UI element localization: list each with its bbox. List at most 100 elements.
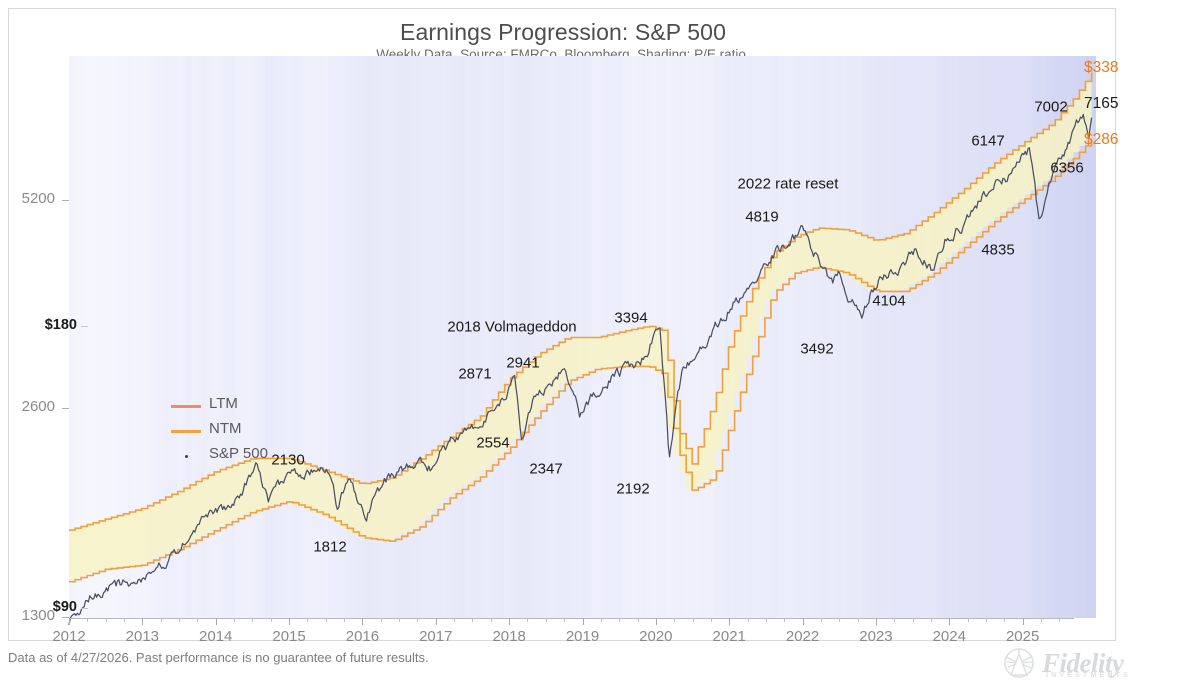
pe-shading-band (186, 56, 193, 618)
pe-shading-band (303, 56, 310, 618)
x-axis-year-label: 2020 (639, 628, 673, 645)
pe-shading-band (763, 56, 770, 618)
legend-item-ntm: NTM (169, 416, 268, 441)
pe-shading-band (998, 56, 1004, 618)
pe-shading-band (426, 56, 432, 618)
pe-shading-band (318, 56, 325, 618)
pe-shading-band (968, 56, 975, 618)
ntm-line-icon (169, 420, 203, 438)
pe-shading-band (1042, 56, 1048, 618)
pe-shading-band (308, 56, 315, 618)
pe-shading-band (1061, 56, 1068, 618)
pe-shading-band (460, 56, 466, 618)
y-axis-index-label: 5200 (21, 190, 55, 208)
x-axis-year-label: 2017 (419, 628, 453, 645)
pe-shading-band (391, 56, 398, 618)
x-axis-minor-tick (894, 618, 896, 622)
pe-shading-band (836, 56, 843, 618)
x-axis-minor-tick (87, 618, 89, 622)
pe-shading-band (171, 56, 178, 618)
pe-shading-band (680, 56, 686, 618)
x-axis-minor-tick (417, 618, 419, 622)
pe-shading-band (504, 56, 510, 618)
x-axis-year-label: 2013 (125, 628, 160, 645)
pe-shading-band (1076, 56, 1083, 618)
pe-shading-band (313, 56, 320, 618)
pe-shading-band (445, 56, 452, 618)
x-axis-year-label: 2025 (1005, 628, 1040, 645)
x-axis-minor-tick (747, 618, 749, 622)
chart-annotation: 4819 (745, 208, 779, 226)
pe-shading-band (812, 56, 819, 618)
x-axis-minor-tick (857, 618, 859, 622)
pe-shading-band (866, 56, 872, 618)
pe-shading-band (548, 56, 554, 618)
x-axis-major-tick (1022, 618, 1024, 625)
pe-shading-band (753, 56, 760, 618)
pe-shading-band (298, 56, 305, 618)
pe-shading-band (690, 56, 696, 618)
pe-shading-band (1027, 56, 1034, 618)
pe-shading-band (543, 56, 550, 618)
y-axis-index-label: 1300 (21, 606, 55, 624)
x-axis-minor-tick (179, 618, 181, 622)
x-axis-minor-tick (820, 618, 822, 622)
pe-shading-band (792, 56, 799, 618)
pe-shading-band (538, 56, 545, 618)
pe-shading-band (709, 56, 716, 618)
pe-shading-band (533, 56, 540, 618)
pe-shading-band (176, 56, 183, 618)
pe-shading-band (83, 56, 90, 618)
chart-annotation: 2941 (506, 354, 540, 372)
pe-shading-band (822, 56, 828, 618)
pe-shading-band (289, 56, 295, 618)
pe-shading-band (147, 56, 153, 618)
pe-shading-band (440, 56, 447, 618)
pe-shading-band (323, 56, 329, 618)
pe-shading-band (215, 56, 222, 618)
x-axis-minor-tick (545, 618, 547, 622)
pe-shading-band (528, 56, 535, 618)
chart-annotation: 4104 (872, 292, 906, 310)
pe-shading-band (1032, 56, 1039, 618)
pe-shading-band (196, 56, 202, 618)
chart-annotation: 2192 (616, 480, 650, 498)
pe-shading-band (1071, 56, 1078, 618)
y-axis-earnings-tick-mark (81, 326, 88, 327)
pe-shading-band (509, 56, 515, 618)
pe-shading-band (264, 56, 271, 618)
x-axis-minor-tick (472, 618, 474, 622)
pe-shading-band (259, 56, 266, 618)
pe-shading-band (694, 56, 701, 618)
x-axis-minor-tick (380, 618, 382, 622)
pe-shading-band (1056, 56, 1063, 618)
x-axis-minor-tick (344, 618, 346, 622)
pe-shading-band (117, 56, 124, 618)
pe-shading-band (157, 56, 163, 618)
pe-shading-band (954, 56, 960, 618)
chart-annotation: 6356 (1050, 159, 1084, 177)
pe-shading-band (963, 56, 970, 618)
pe-shading-band (993, 56, 999, 618)
pe-shading-band (1007, 56, 1014, 618)
chart-annotation: 7002 (1034, 98, 1068, 116)
pe-shading-band (959, 56, 965, 618)
x-axis-minor-tick (234, 618, 236, 622)
pe-shading-band (113, 56, 119, 618)
x-axis-minor-tick (454, 618, 456, 622)
pe-shading-band (249, 56, 256, 618)
x-axis-minor-tick (765, 618, 767, 622)
y-axis-tick-mark (62, 616, 69, 618)
x-axis-minor-tick (564, 618, 566, 622)
pe-shading-band (562, 56, 569, 618)
pe-shading-band (93, 56, 100, 618)
x-axis-year-label: 2023 (859, 628, 893, 645)
pe-shading-band (225, 56, 232, 618)
x-axis-minor-tick (307, 618, 309, 622)
pe-shading-band (1047, 56, 1053, 618)
pe-shading-band (484, 56, 491, 618)
x-axis-minor-tick (197, 618, 199, 622)
pe-shading-band (553, 56, 559, 618)
x-axis-major-tick (69, 618, 70, 625)
